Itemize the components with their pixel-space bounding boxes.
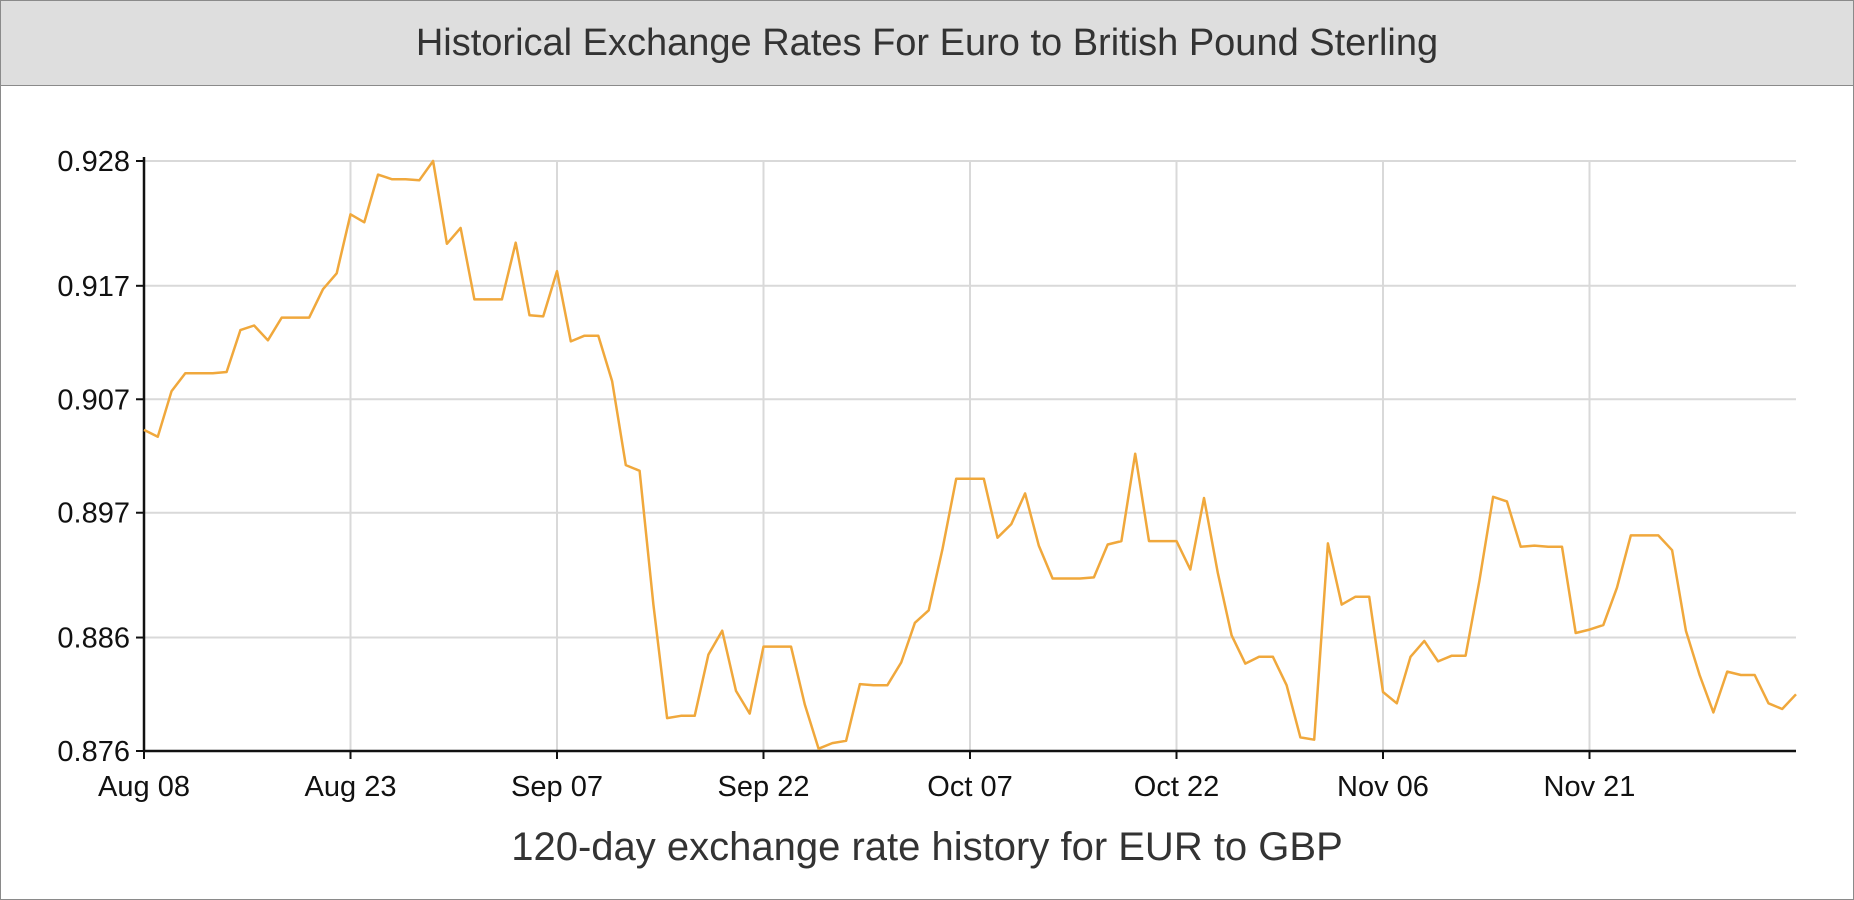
y-tick-label: 0.928 — [57, 146, 130, 178]
y-axis-labels: 0.876 0.886 0.897 0.907 0.917 0.928 — [57, 146, 130, 768]
x-tick-label: Sep 22 — [718, 771, 810, 803]
y-tick-label: 0.897 — [57, 498, 130, 530]
series-line-eur-gbp — [143, 159, 1797, 750]
x-tick-label: Aug 08 — [98, 771, 190, 803]
series-layer — [143, 159, 1797, 750]
axes — [136, 157, 1796, 759]
x-tick-label: Nov 21 — [1544, 771, 1636, 803]
title-bar: Historical Exchange Rates For Euro to Br… — [1, 1, 1853, 86]
y-tick-label: 0.907 — [57, 384, 130, 416]
x-tick-label: Oct 07 — [927, 771, 1012, 803]
x-tick-label: Aug 23 — [305, 771, 397, 803]
x-tick-label: Nov 06 — [1337, 771, 1429, 803]
chart-caption: 120-day exchange rate history for EUR to… — [511, 825, 1343, 869]
x-tick-label: Sep 07 — [511, 771, 603, 803]
x-tick-label: Oct 22 — [1134, 771, 1219, 803]
y-tick-label: 0.917 — [57, 271, 130, 303]
y-tick-label: 0.886 — [57, 623, 130, 655]
x-axis-labels: Aug 08 Aug 23 Sep 07 Sep 22 Oct 07 Oct 22 Nov … — [98, 771, 1635, 803]
y-tick-label: 0.876 — [57, 736, 130, 768]
horizontal-gridlines — [144, 160, 1796, 639]
chart-title: Historical Exchange Rates For Euro to Br… — [415, 21, 1439, 64]
vertical-gridlines — [349, 161, 1591, 751]
